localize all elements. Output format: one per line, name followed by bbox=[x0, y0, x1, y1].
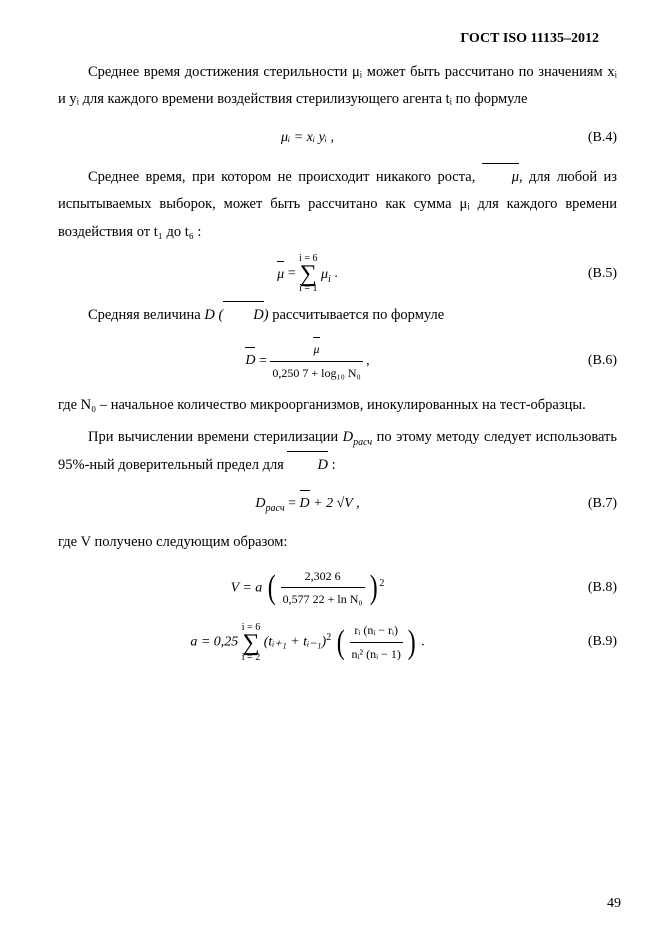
p3-pre: Средняя величина bbox=[88, 307, 204, 323]
sum-symbol-b9: i = 6 ∑ i = 2 bbox=[242, 623, 260, 663]
paragraph-6: где V получено следующим образом: bbox=[58, 529, 617, 557]
paragraph-3: Средняя величина D (D) рассчитывается по… bbox=[58, 302, 617, 330]
paragraph-5: При вычислении времени стерилизации Dрас… bbox=[58, 424, 617, 479]
d-bar: D bbox=[245, 348, 255, 375]
eq-b5-formula: μ = i = 6 ∑ i = 1 μi . bbox=[58, 254, 557, 294]
mu-bar-inline: μ bbox=[482, 164, 519, 192]
equation-b5: μ = i = 6 ∑ i = 1 μi . (B.5) bbox=[58, 254, 617, 294]
mu-bar: μ bbox=[277, 262, 284, 289]
eq-b9-label: (B.9) bbox=[557, 629, 617, 656]
eq-b4-label: (B.4) bbox=[557, 125, 617, 152]
p3-post: рассчитывается по формуле bbox=[269, 307, 445, 323]
page: ГОСТ ISO 11135–2012 Среднее время достиж… bbox=[0, 0, 661, 936]
eq-b4-formula: μᵢ = xᵢ yᵢ , bbox=[58, 125, 557, 152]
eq-b6-formula: D = μ 0,250 7 + log₁₀ N₀ , bbox=[58, 338, 557, 385]
eq-b9-formula: a = 0,25 i = 6 ∑ i = 2 (tᵢ₊₁ + tᵢ₋₁)2 ( … bbox=[58, 619, 557, 666]
page-number: 49 bbox=[607, 891, 621, 918]
eq-b8-label: (B.8) bbox=[557, 575, 617, 602]
equation-b8: V = a ( 2,302 6 0,577 22 + ln N₀ )2 (B.8… bbox=[58, 565, 617, 612]
paragraph-1: Среднее время достижения стерильности μᵢ… bbox=[58, 59, 617, 114]
p2-pre: Среднее время, при котором не происходит… bbox=[88, 169, 482, 185]
fraction-b8: 2,302 6 0,577 22 + ln N₀ bbox=[281, 565, 365, 612]
doc-header: ГОСТ ISO 11135–2012 bbox=[58, 26, 617, 53]
equation-b6: D = μ 0,250 7 + log₁₀ N₀ , (B.6) bbox=[58, 338, 617, 385]
eq-b5-label: (B.5) bbox=[557, 261, 617, 288]
d-bar-inline: D bbox=[223, 302, 263, 330]
paragraph-2: Среднее время, при котором не происходит… bbox=[58, 164, 617, 247]
equation-b4: μᵢ = xᵢ yᵢ , (B.4) bbox=[58, 122, 617, 156]
fraction-b9: rᵢ (nᵢ − rᵢ) nᵢ² (nᵢ − 1) bbox=[350, 619, 403, 666]
paragraph-4: где N₀ – начальное количество микроорган… bbox=[58, 392, 617, 420]
d-bar2: D bbox=[300, 491, 310, 518]
eq-b6-label: (B.6) bbox=[557, 348, 617, 375]
equation-b7: Dрасч = D + 2 √V , (B.7) bbox=[58, 487, 617, 521]
sum-symbol: i = 6 ∑ i = 1 bbox=[299, 254, 317, 294]
eq-b7-formula: Dрасч = D + 2 √V , bbox=[58, 491, 557, 518]
fraction-b6: μ 0,250 7 + log₁₀ N₀ bbox=[270, 338, 362, 385]
eq-b7-label: (B.7) bbox=[557, 491, 617, 518]
d-bar-inline2: D bbox=[287, 452, 327, 480]
eq-b8-formula: V = a ( 2,302 6 0,577 22 + ln N₀ )2 bbox=[58, 565, 557, 612]
equation-b9: a = 0,25 i = 6 ∑ i = 2 (tᵢ₊₁ + tᵢ₋₁)2 ( … bbox=[58, 619, 617, 666]
